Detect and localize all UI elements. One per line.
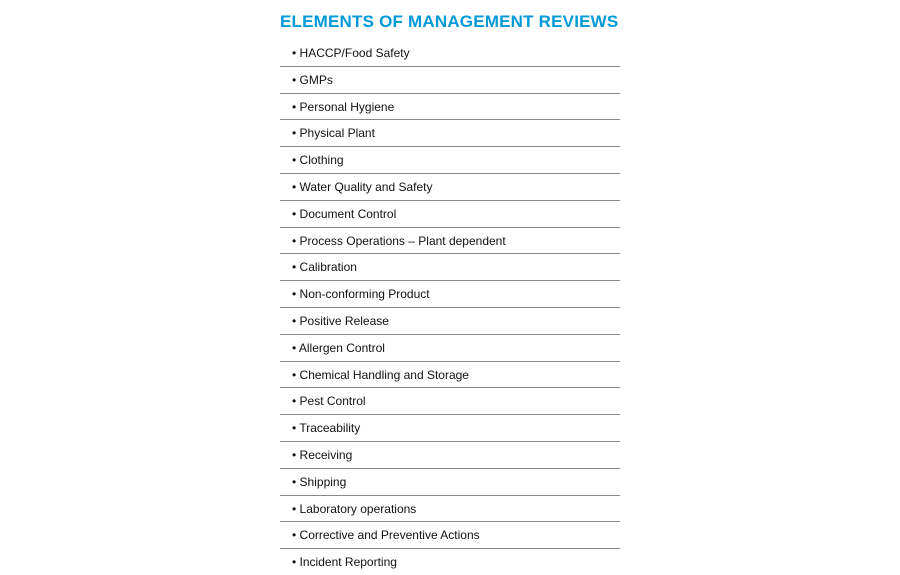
list-item: HACCP/Food Safety: [280, 40, 620, 67]
list-item: Traceability: [280, 415, 620, 442]
page-title: ELEMENTS OF MANAGEMENT REVIEWS: [280, 12, 620, 32]
list-item: Pest Control: [280, 388, 620, 415]
list-item: Shipping: [280, 469, 620, 496]
document-container: ELEMENTS OF MANAGEMENT REVIEWS HACCP/Foo…: [280, 12, 620, 575]
list-item: Receiving: [280, 442, 620, 469]
list-item: Corrective and Preventive Actions: [280, 522, 620, 549]
list-item: Document Control: [280, 201, 620, 228]
list-item: Physical Plant: [280, 120, 620, 147]
list-item: Clothing: [280, 147, 620, 174]
list-item: Incident Reporting: [280, 549, 620, 575]
list-item: Personal Hygiene: [280, 94, 620, 121]
list-item: Non-conforming Product: [280, 281, 620, 308]
list-item: Calibration: [280, 254, 620, 281]
list-item: Water Quality and Safety: [280, 174, 620, 201]
list-item: Chemical Handling and Storage: [280, 362, 620, 389]
list-item: Allergen Control: [280, 335, 620, 362]
list-item: Laboratory operations: [280, 496, 620, 523]
elements-list: HACCP/Food SafetyGMPsPersonal HygienePhy…: [280, 40, 620, 575]
list-item: Process Operations – Plant dependent: [280, 228, 620, 255]
list-item: GMPs: [280, 67, 620, 94]
list-item: Positive Release: [280, 308, 620, 335]
